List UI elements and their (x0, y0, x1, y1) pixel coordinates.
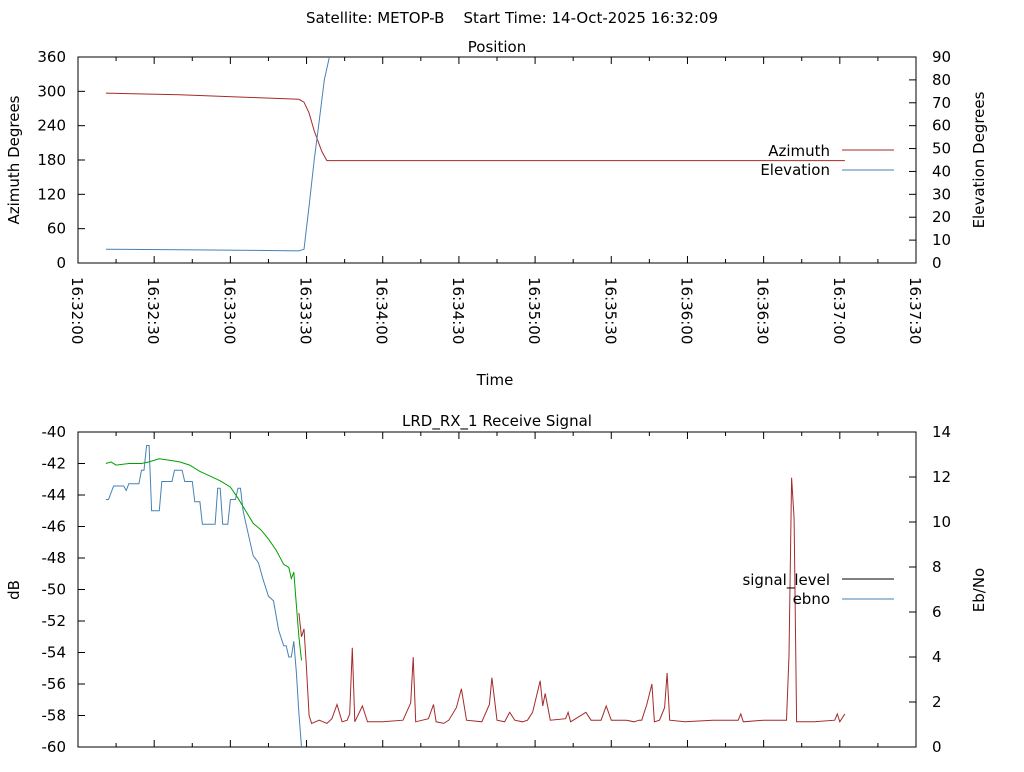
position-y-axis-label: Azimuth Degrees (5, 95, 23, 224)
y2-tick-label: 60 (932, 117, 951, 135)
y-tick-label: 360 (37, 48, 66, 66)
x-tick-label: 16:35:30 (601, 277, 619, 344)
y2-tick-label: 2 (932, 693, 942, 711)
y2-tick-label: 10 (932, 513, 951, 531)
unlabeled-series-line (105, 458, 302, 661)
y2-tick-label: 80 (932, 71, 951, 89)
y-tick-label: 180 (37, 151, 66, 169)
y2-tick-label: 10 (932, 231, 951, 249)
x-tick-label: 16:33:00 (220, 277, 238, 344)
position-y2-axis-label: Elevation Degrees (970, 91, 988, 228)
x-tick-label: 16:32:00 (68, 277, 86, 344)
y2-tick-label: 14 (932, 423, 951, 441)
y2-tick-label: 8 (932, 558, 942, 576)
y2-tick-label: 30 (932, 185, 951, 203)
position-legend: Azimuth Elevation (760, 142, 894, 179)
y-tick-label: -46 (42, 518, 67, 536)
legend-label-elevation: Elevation (760, 161, 830, 179)
x-tick-label: 16:34:30 (449, 277, 467, 344)
signal-chart-title: LRD_RX_1 Receive Signal (402, 412, 592, 431)
y-tick-label: -60 (42, 738, 67, 756)
y2-tick-label: 6 (932, 603, 942, 621)
y-tick-label: -44 (42, 486, 67, 504)
y-tick-label: 60 (47, 220, 66, 238)
azimuth-series-line (105, 92, 845, 162)
position-y-ticks: 0 60 120 180 240 300 360 (37, 48, 85, 272)
legend-label-ebno: ebno (793, 590, 830, 608)
y-tick-label: -58 (42, 707, 67, 725)
elevation-series-line (105, 57, 330, 252)
legend-label-signal-level: signal_level (742, 571, 830, 590)
position-x-axis-label: Time (476, 371, 514, 389)
y-tick-label: -40 (42, 423, 67, 441)
y2-tick-label: 0 (932, 254, 942, 272)
y-tick-label: 240 (37, 117, 66, 135)
signal-y2-ticks: 0 2 4 6 8 10 12 14 (909, 423, 951, 756)
signal-x-ticks (77, 432, 917, 747)
x-tick-label: 16:33:30 (297, 277, 315, 344)
signal-series (105, 445, 846, 747)
x-tick-label: 16:35:00 (525, 277, 543, 344)
x-tick-label: 16:32:30 (144, 277, 162, 344)
y-tick-label: 300 (37, 82, 66, 100)
y-tick-label: -54 (42, 644, 67, 662)
y-tick-label: -48 (42, 549, 67, 567)
y2-tick-label: 0 (932, 738, 942, 756)
x-tick-label: 16:37:30 (906, 277, 924, 344)
position-x-ticks: 16:32:00 16:32:30 16:33:00 16:33:30 16:34:00… (68, 57, 924, 344)
signal-y-axis-label: dB (5, 580, 23, 600)
signal-y-ticks: -60 -58 -56 -54 -52 -50 -48 -46 -44 -42 -40 (42, 423, 85, 756)
signal-legend: signal_level ebno (742, 571, 894, 608)
y-tick-label: -50 (42, 581, 67, 599)
signal-y2-axis-label: Eb/No (970, 568, 988, 612)
x-tick-label: 16:36:30 (754, 277, 772, 344)
position-chart: Position Time Azimuth Degrees Elevation … (5, 38, 988, 389)
position-plot-frame (77, 56, 917, 264)
ebno-series-line (105, 445, 302, 747)
position-y2-ticks: 0 10 20 30 40 50 60 70 80 90 (909, 48, 951, 272)
y-tick-label: -52 (42, 612, 67, 630)
x-tick-label: 16:37:00 (830, 277, 848, 344)
y2-tick-label: 20 (932, 208, 951, 226)
y-tick-label: 120 (37, 185, 66, 203)
position-series (105, 57, 845, 252)
legend-label-azimuth: Azimuth (768, 142, 830, 160)
y2-tick-label: 70 (932, 94, 951, 112)
signal-chart: LRD_RX_1 Receive Signal dB Eb/No -60-58-… (5, 412, 988, 756)
x-tick-label: 16:34:00 (373, 277, 391, 344)
y2-tick-label: 40 (932, 162, 951, 180)
y2-tick-label: 4 (932, 648, 942, 666)
y2-tick-label: 12 (932, 468, 951, 486)
page-title: Satellite: METOP-B Start Time: 14-Oct-20… (306, 9, 718, 27)
y-tick-label: -42 (42, 455, 67, 473)
position-chart-title: Position (468, 38, 526, 56)
x-tick-label: 16:36:00 (677, 277, 695, 344)
y-tick-label: -56 (42, 675, 67, 693)
y2-tick-label: 50 (932, 140, 951, 158)
y2-tick-label: 90 (932, 48, 951, 66)
y-tick-label: 0 (56, 254, 66, 272)
signal-level-series-line (298, 477, 846, 725)
